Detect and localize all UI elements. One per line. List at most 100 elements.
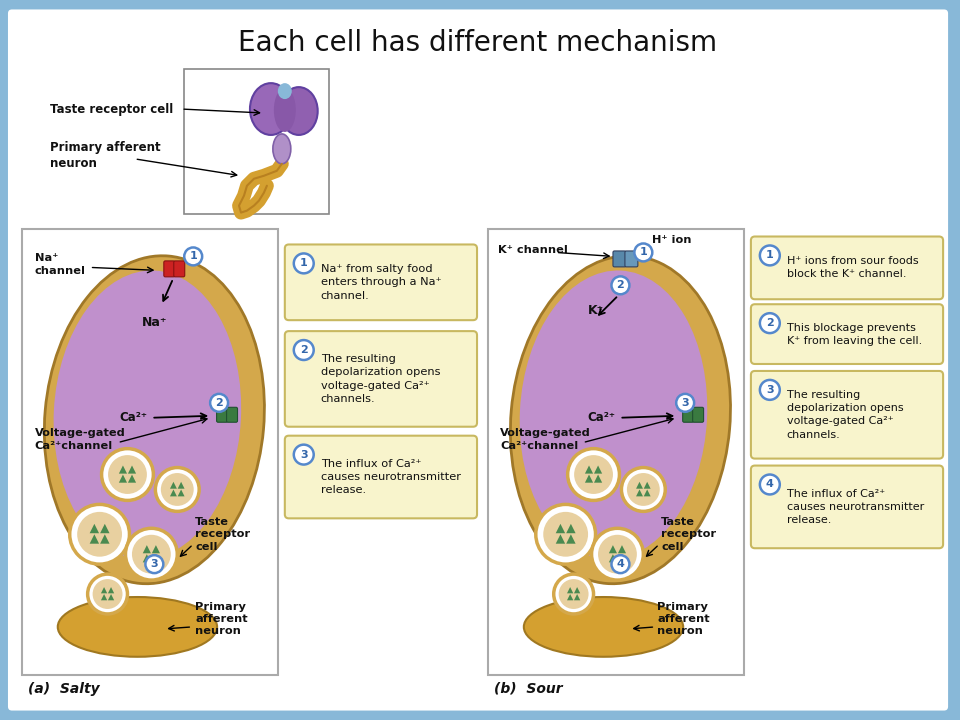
Circle shape — [87, 574, 128, 614]
Text: 3: 3 — [766, 385, 774, 395]
Text: (a)  Salty: (a) Salty — [28, 682, 100, 696]
Polygon shape — [89, 524, 99, 534]
Circle shape — [536, 505, 595, 564]
Text: Primary
afferent
neuron: Primary afferent neuron — [195, 601, 248, 636]
Polygon shape — [89, 534, 99, 544]
Ellipse shape — [519, 271, 708, 559]
Polygon shape — [100, 534, 109, 544]
Polygon shape — [178, 482, 184, 489]
Polygon shape — [128, 474, 136, 482]
Text: Na⁺
channel: Na⁺ channel — [35, 253, 85, 276]
Text: 1: 1 — [300, 258, 307, 269]
Polygon shape — [119, 465, 127, 474]
Text: Primary afferent
neuron: Primary afferent neuron — [50, 141, 160, 171]
Circle shape — [161, 473, 194, 506]
Text: 3: 3 — [151, 559, 158, 569]
Text: K⁺ channel: K⁺ channel — [498, 246, 567, 256]
Text: 3: 3 — [682, 398, 689, 408]
Polygon shape — [585, 465, 593, 474]
Circle shape — [102, 449, 154, 500]
Polygon shape — [567, 587, 573, 593]
Text: The influx of Ca²⁺
causes neurotransmitter
release.: The influx of Ca²⁺ causes neurotransmitt… — [787, 489, 924, 525]
Circle shape — [294, 340, 314, 360]
Polygon shape — [609, 554, 617, 562]
Polygon shape — [100, 524, 109, 534]
Text: Ca²⁺: Ca²⁺ — [119, 411, 148, 424]
FancyBboxPatch shape — [285, 436, 477, 518]
Circle shape — [184, 248, 203, 266]
Text: The resulting
depolarization opens
voltage-gated Ca²⁺
channels.: The resulting depolarization opens volta… — [321, 354, 441, 404]
Polygon shape — [636, 482, 643, 489]
Polygon shape — [119, 474, 127, 482]
FancyBboxPatch shape — [751, 305, 943, 364]
Circle shape — [92, 579, 123, 609]
Ellipse shape — [58, 597, 217, 657]
Text: Ca²⁺: Ca²⁺ — [588, 411, 615, 424]
Circle shape — [760, 474, 780, 495]
Circle shape — [543, 512, 588, 557]
Polygon shape — [143, 554, 151, 562]
Text: 1: 1 — [639, 248, 647, 258]
Circle shape — [591, 528, 643, 580]
Text: 1: 1 — [189, 251, 197, 261]
Polygon shape — [585, 474, 593, 482]
Text: Taste
receptor
cell: Taste receptor cell — [195, 517, 251, 552]
Text: 1: 1 — [766, 251, 774, 261]
Text: H⁺ ions from sour foods
block the K⁺ channel.: H⁺ ions from sour foods block the K⁺ cha… — [787, 256, 919, 279]
Circle shape — [559, 579, 588, 609]
Text: Each cell has different mechanism: Each cell has different mechanism — [238, 30, 717, 58]
FancyBboxPatch shape — [174, 261, 184, 277]
Polygon shape — [594, 474, 602, 482]
Circle shape — [132, 535, 171, 574]
Text: Primary
afferent
neuron: Primary afferent neuron — [658, 601, 709, 636]
Circle shape — [294, 253, 314, 274]
FancyBboxPatch shape — [285, 245, 477, 320]
Circle shape — [145, 555, 163, 573]
Bar — [488, 228, 744, 675]
Polygon shape — [152, 554, 160, 562]
Text: K⁺: K⁺ — [588, 304, 604, 317]
Polygon shape — [574, 587, 580, 593]
Polygon shape — [170, 490, 177, 496]
Text: 4: 4 — [616, 559, 624, 569]
Text: Taste receptor cell: Taste receptor cell — [50, 102, 173, 115]
Ellipse shape — [54, 271, 241, 559]
FancyBboxPatch shape — [683, 408, 694, 422]
Polygon shape — [152, 545, 160, 553]
Text: 2: 2 — [300, 345, 307, 355]
Text: Na⁺ from salty food
enters through a Na⁺
channel.: Na⁺ from salty food enters through a Na⁺… — [321, 264, 442, 300]
Ellipse shape — [274, 88, 296, 132]
Text: 2: 2 — [215, 398, 223, 408]
Circle shape — [567, 449, 619, 500]
Circle shape — [70, 505, 130, 564]
Polygon shape — [566, 524, 576, 534]
Circle shape — [612, 555, 630, 573]
FancyBboxPatch shape — [8, 9, 948, 711]
Circle shape — [108, 455, 147, 494]
Circle shape — [676, 394, 694, 412]
Text: (b)  Sour: (b) Sour — [494, 682, 563, 696]
Polygon shape — [556, 524, 565, 534]
Ellipse shape — [44, 256, 264, 584]
Text: H⁺ ion: H⁺ ion — [652, 235, 692, 246]
Circle shape — [574, 455, 613, 494]
Polygon shape — [556, 534, 565, 544]
Text: 2: 2 — [766, 318, 774, 328]
Polygon shape — [170, 482, 177, 489]
Polygon shape — [636, 490, 643, 496]
FancyBboxPatch shape — [751, 466, 943, 548]
Circle shape — [294, 445, 314, 464]
Text: Voltage-gated
Ca²⁺channel: Voltage-gated Ca²⁺channel — [500, 428, 590, 451]
Bar — [184, 69, 328, 214]
Text: This blockage prevents
K⁺ from leaving the cell.: This blockage prevents K⁺ from leaving t… — [787, 323, 922, 346]
Circle shape — [760, 380, 780, 400]
FancyBboxPatch shape — [285, 331, 477, 427]
Polygon shape — [101, 594, 108, 600]
Circle shape — [598, 535, 636, 574]
Polygon shape — [609, 545, 617, 553]
Polygon shape — [108, 594, 114, 600]
Polygon shape — [594, 465, 602, 474]
Circle shape — [627, 473, 660, 506]
Text: 4: 4 — [766, 480, 774, 490]
Circle shape — [621, 467, 665, 511]
